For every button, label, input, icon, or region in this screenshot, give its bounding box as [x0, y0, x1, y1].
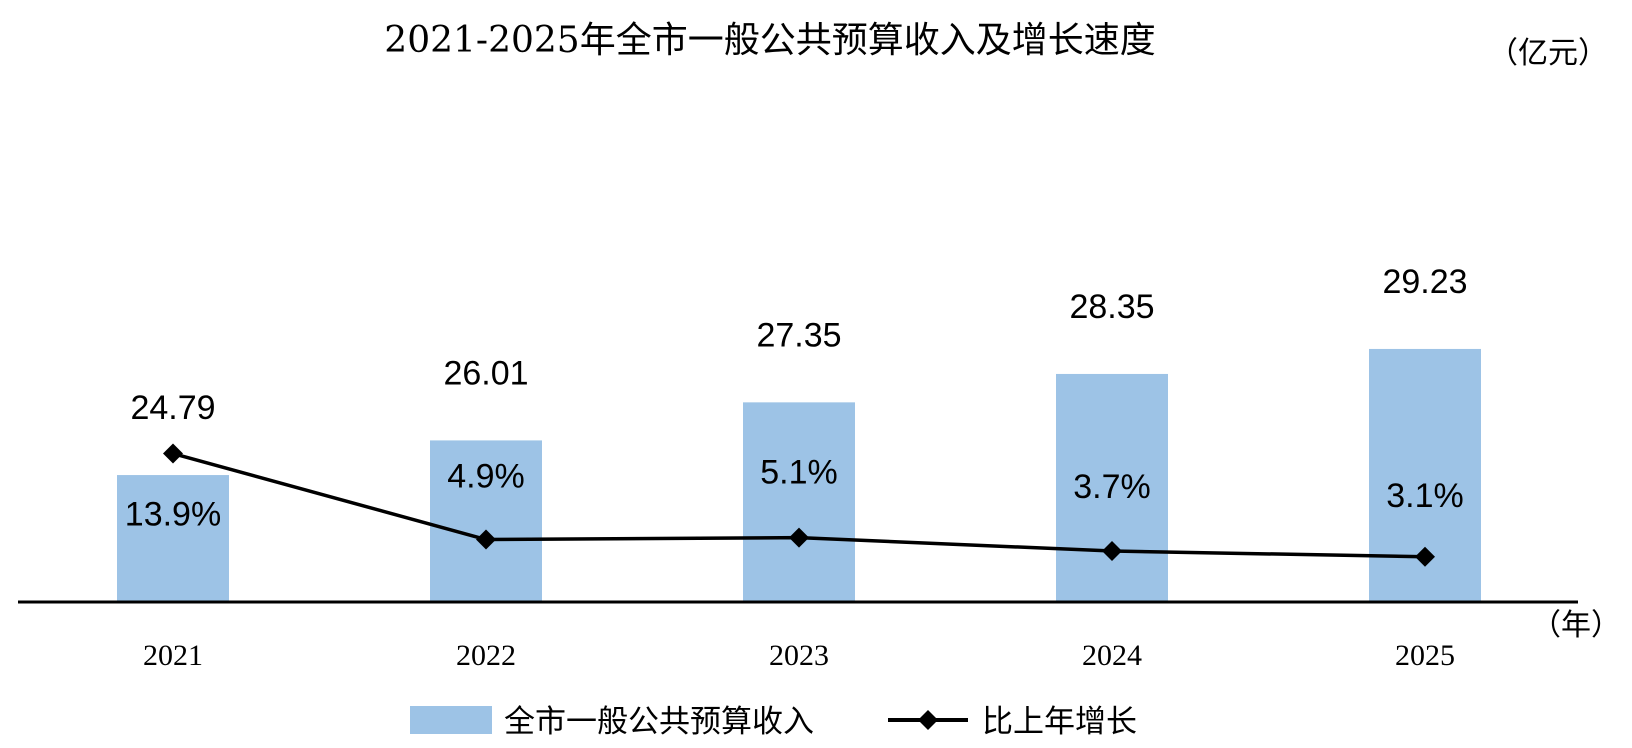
bar-value-label-2025: 29.23: [1382, 263, 1467, 301]
bar-value-label-2024: 28.35: [1069, 288, 1154, 326]
bar-value-label-2021: 24.79: [130, 389, 215, 427]
bar-2024: [1056, 373, 1168, 602]
x-axis-unit: （年）: [1531, 608, 1621, 643]
labels-layer: 24.79 26.01 27.35 28.35 29.23 13.9% 4.9% 5.1% 3.…: [125, 263, 1468, 534]
x-tick-labels: 2021 2022 2023 2024 2025: [143, 639, 1455, 672]
legend-swatch-growth-marker: [918, 710, 938, 730]
growth-value-label-2021: 13.9%: [125, 496, 221, 534]
legend-label-revenue: 全市一般公共预算收入: [504, 704, 814, 740]
x-tick-label-2022: 2022: [456, 639, 516, 672]
y-axis-unit: （亿元）: [1488, 36, 1608, 71]
growth-value-label-2024: 3.7%: [1073, 468, 1151, 506]
growth-marker-2024: [1102, 541, 1122, 562]
growth-marker-2021: [163, 443, 183, 464]
growth-marker-2023: [789, 527, 809, 548]
x-tick-label-2021: 2021: [143, 639, 203, 672]
chart-title: 2021-2025年全市一般公共预算收入及增长速度: [384, 20, 1155, 61]
bar-value-label-2023: 27.35: [756, 316, 841, 354]
bar-2021: [117, 475, 229, 602]
x-tick-label-2024: 2024: [1082, 639, 1142, 672]
legend: 全市一般公共预算收入 比上年增长: [410, 704, 1137, 740]
bar-value-label-2022: 26.01: [443, 354, 528, 392]
growth-value-label-2025: 3.1%: [1386, 477, 1464, 515]
legend-label-growth: 比上年增长: [982, 704, 1137, 740]
growth-value-label-2023: 5.1%: [760, 454, 838, 492]
growth-line-layer: [163, 443, 1435, 567]
x-tick-label-2023: 2023: [769, 639, 829, 672]
growth-marker-2022: [476, 529, 496, 550]
bar-2023: [743, 402, 855, 602]
growth-marker-2025: [1415, 546, 1435, 567]
bar-2022: [430, 440, 542, 602]
x-tick-label-2025: 2025: [1395, 639, 1455, 672]
legend-swatch-revenue: [410, 706, 492, 734]
growth-value-label-2022: 4.9%: [447, 458, 525, 496]
